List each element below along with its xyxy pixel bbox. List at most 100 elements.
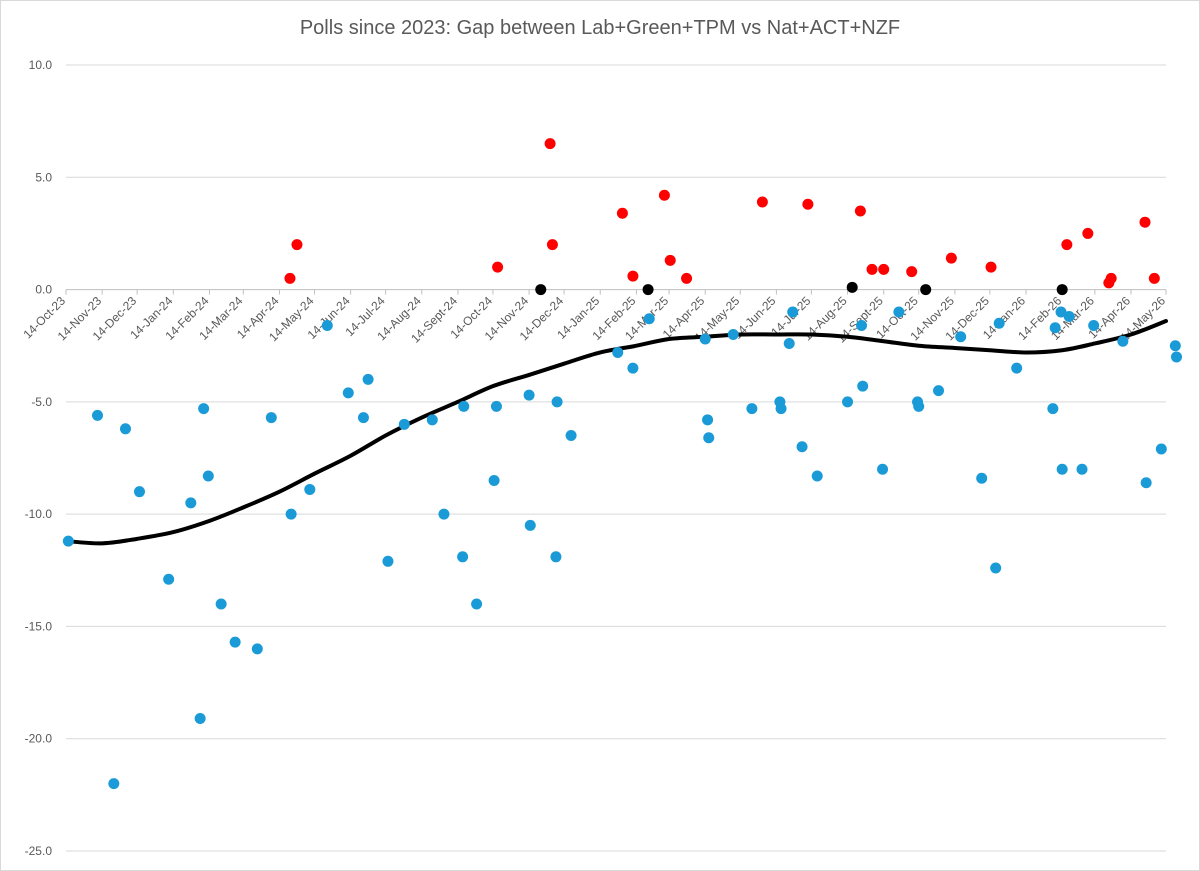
data-point-blue <box>1117 335 1129 347</box>
data-point-red <box>664 254 676 266</box>
data-point-blue <box>119 423 131 435</box>
data-point-blue <box>357 412 369 424</box>
data-point-black <box>920 284 932 296</box>
y-tick-label: -10.0 <box>25 507 53 521</box>
data-point-blue <box>612 346 624 358</box>
data-point-blue <box>198 403 210 415</box>
data-point-blue <box>1088 320 1100 332</box>
data-point-red <box>878 263 890 275</box>
data-point-red <box>658 189 670 201</box>
data-point-blue <box>215 598 227 610</box>
data-point-blue <box>787 306 799 318</box>
data-point-blue <box>775 403 787 415</box>
data-point-blue <box>1056 463 1068 475</box>
data-point-red <box>985 261 997 273</box>
data-point-blue <box>304 483 316 495</box>
data-point-red <box>492 261 504 273</box>
data-point-blue <box>811 470 823 482</box>
data-point-red <box>546 239 558 251</box>
data-point-blue <box>108 778 120 790</box>
data-point-blue <box>856 320 868 332</box>
data-point-blue <box>265 412 277 424</box>
data-point-blue <box>643 313 655 325</box>
data-point-blue <box>1063 311 1075 323</box>
y-tick-label: -20.0 <box>25 732 53 746</box>
data-point-red <box>627 270 639 282</box>
data-point-red <box>544 138 556 150</box>
data-point-red <box>854 205 866 217</box>
data-point-blue <box>1155 443 1167 455</box>
data-point-blue <box>857 380 869 392</box>
data-point-red <box>906 266 918 278</box>
data-point-blue <box>727 328 739 340</box>
data-point-blue <box>627 362 639 374</box>
data-point-blue <box>490 400 502 412</box>
data-point-blue <box>1047 403 1059 415</box>
data-point-blue <box>933 385 945 397</box>
data-point-blue <box>426 414 438 426</box>
y-tick-label: 10.0 <box>29 58 53 72</box>
data-point-blue <box>913 400 925 412</box>
data-point-blue <box>321 320 333 332</box>
data-point-blue <box>202 470 214 482</box>
data-point-blue <box>746 403 758 415</box>
y-tick-label: -5.0 <box>31 395 52 409</box>
data-point-blue <box>990 562 1002 574</box>
data-point-blue <box>194 713 206 725</box>
y-tick-label: 0.0 <box>35 283 52 297</box>
data-point-black <box>846 281 858 293</box>
data-point-blue <box>877 463 889 475</box>
data-point-blue <box>488 474 500 486</box>
data-point-blue <box>551 396 563 408</box>
data-point-blue <box>993 317 1005 329</box>
data-point-blue <box>699 333 711 345</box>
data-point-blue <box>185 497 197 509</box>
data-point-blue <box>893 306 905 318</box>
data-points <box>62 138 1182 790</box>
data-point-blue <box>91 409 103 421</box>
data-point-red <box>1148 272 1160 284</box>
data-point-blue <box>133 486 145 498</box>
data-point-red <box>866 263 878 275</box>
y-tick-label: -25.0 <box>25 844 53 858</box>
data-point-blue <box>382 555 394 567</box>
data-point-red <box>681 272 693 284</box>
data-point-blue <box>1011 362 1023 374</box>
data-point-blue <box>342 387 354 399</box>
data-point-blue <box>62 535 74 547</box>
data-point-blue <box>457 551 469 563</box>
data-point-blue <box>842 396 854 408</box>
data-point-red <box>1061 239 1073 251</box>
data-point-blue <box>976 472 988 484</box>
data-point-blue <box>1055 306 1067 318</box>
data-point-red <box>1105 272 1117 284</box>
data-point-red <box>802 198 814 210</box>
data-point-blue <box>550 551 562 563</box>
data-point-blue <box>702 414 714 426</box>
data-point-black <box>535 284 547 296</box>
data-point-blue <box>163 573 175 585</box>
data-point-red <box>945 252 957 264</box>
data-point-blue <box>285 508 297 520</box>
data-point-blue <box>362 373 374 385</box>
gridlines <box>65 64 1167 852</box>
data-point-blue <box>955 331 967 343</box>
y-tick-label: 5.0 <box>35 170 52 184</box>
data-point-blue <box>783 337 795 349</box>
data-point-blue <box>229 636 241 648</box>
data-point-black <box>642 284 654 296</box>
data-point-blue <box>471 598 483 610</box>
data-point-blue <box>398 418 410 430</box>
data-point-red <box>1139 216 1151 228</box>
data-point-blue <box>796 441 808 453</box>
data-point-blue <box>703 432 715 444</box>
data-point-blue <box>458 400 470 412</box>
data-point-red <box>756 196 768 208</box>
data-point-black <box>1056 284 1068 296</box>
data-point-blue <box>1140 477 1152 489</box>
data-point-blue <box>1169 340 1181 352</box>
data-point-blue <box>524 519 536 531</box>
data-point-blue <box>251 643 263 655</box>
